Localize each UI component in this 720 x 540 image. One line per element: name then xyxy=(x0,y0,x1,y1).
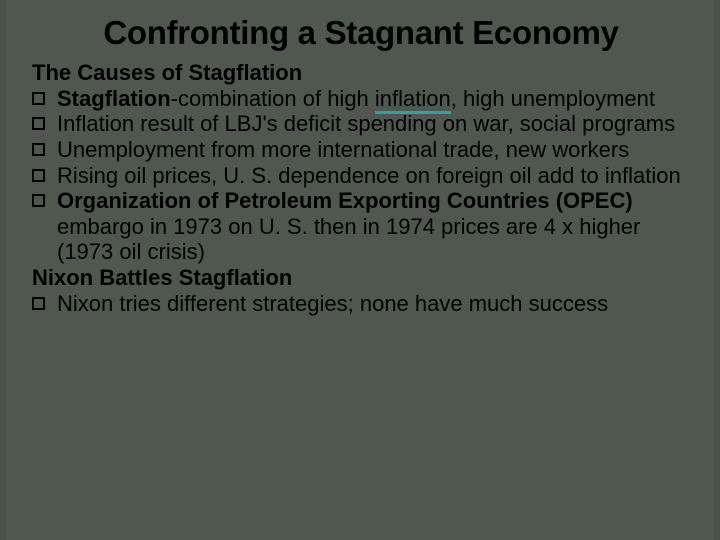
list-item: Nixon tries different strategies; none h… xyxy=(32,291,690,317)
checkbox-icon xyxy=(32,194,45,207)
bullet-list: Stagflation-combination of high inflatio… xyxy=(32,86,690,265)
text-fragment: , high unemployment xyxy=(451,86,655,111)
checkbox-icon xyxy=(32,92,45,105)
list-item: Inflation result of LBJ's deficit spendi… xyxy=(32,111,690,137)
slide-panel: Confronting a Stagnant Economy The Cause… xyxy=(6,0,714,540)
slide-title: Confronting a Stagnant Economy xyxy=(32,14,690,52)
list-item: Unemployment from more international tra… xyxy=(32,137,690,163)
checkbox-icon xyxy=(32,117,45,130)
term-stagflation: Stagflation xyxy=(57,86,171,111)
checkbox-icon xyxy=(32,297,45,310)
text-fragment: embargo in 1973 on U. S. then in 1974 pr… xyxy=(57,214,640,265)
text-fragment: -combination of high xyxy=(171,86,375,111)
checkbox-icon xyxy=(32,143,45,156)
checkbox-icon xyxy=(32,169,45,182)
list-item: Rising oil prices, U. S. dependence on f… xyxy=(32,163,690,189)
term-opec: Organization of Petroleum Exporting Coun… xyxy=(57,188,633,213)
underlined-inflation: inflation xyxy=(375,86,451,114)
list-item: Organization of Petroleum Exporting Coun… xyxy=(32,188,690,265)
bullet-list: Nixon tries different strategies; none h… xyxy=(32,291,690,317)
bullet-text: Organization of Petroleum Exporting Coun… xyxy=(57,188,690,265)
bullet-text: Nixon tries different strategies; none h… xyxy=(57,291,690,317)
bullet-text: Inflation result of LBJ's deficit spendi… xyxy=(57,111,690,137)
bullet-text: Rising oil prices, U. S. dependence on f… xyxy=(57,163,690,189)
bullet-text: Stagflation-combination of high inflatio… xyxy=(57,86,690,112)
section-heading-causes: The Causes of Stagflation xyxy=(32,60,690,86)
bullet-text: Unemployment from more international tra… xyxy=(57,137,690,163)
list-item: Stagflation-combination of high inflatio… xyxy=(32,86,690,112)
section-heading-nixon: Nixon Battles Stagflation xyxy=(32,265,690,291)
